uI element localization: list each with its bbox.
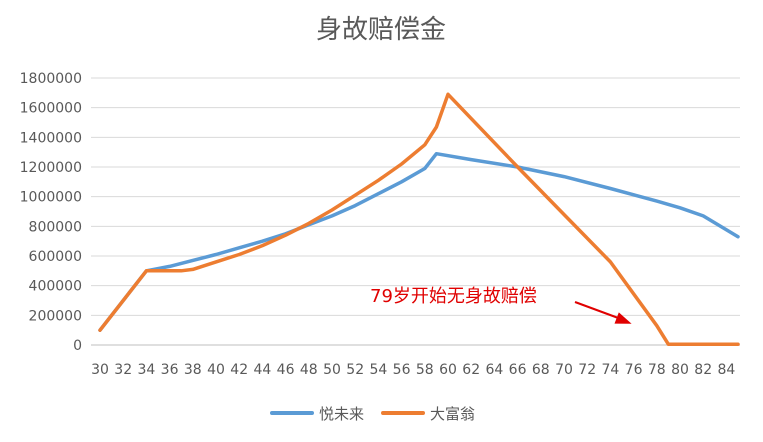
- series-lines: [98, 92, 740, 347]
- x-tick-label: 78: [648, 362, 666, 378]
- y-tick-label: 1600000: [20, 101, 82, 117]
- x-tick-label: 40: [207, 362, 225, 378]
- x-tick-label: 30: [91, 362, 109, 378]
- annotation-text: 79岁开始无身故赔偿: [370, 286, 537, 307]
- annotation: 79岁开始无身故赔偿: [370, 286, 632, 324]
- y-tick-label: 800000: [29, 219, 82, 235]
- x-tick-label: 64: [485, 362, 503, 378]
- x-tick-label: 66: [509, 362, 527, 378]
- y-tick-label: 1200000: [20, 160, 82, 176]
- y-tick-label: 0: [73, 338, 82, 354]
- x-axis-ticks: 30 32 34 36 38 40 42 44 46 48 50 52 54 56 58 60 62 64 66 68…: [91, 362, 735, 378]
- x-tick-label: 76: [625, 362, 643, 378]
- x-tick-label: 52: [346, 362, 364, 378]
- y-tick-label: 1800000: [20, 71, 82, 87]
- x-tick-label: 42: [230, 362, 248, 378]
- x-tick-label: 48: [300, 362, 318, 378]
- x-tick-label: 58: [416, 362, 434, 378]
- series-line-1: [98, 151, 740, 332]
- y-tick-label: 200000: [29, 308, 82, 324]
- x-tick-label: 44: [253, 362, 271, 378]
- x-tick-label: 68: [532, 362, 550, 378]
- gridlines: [91, 77, 740, 346]
- legend-label: 大富翁: [430, 405, 475, 423]
- x-tick-label: 38: [184, 362, 202, 378]
- x-tick-label: 70: [555, 362, 573, 378]
- x-tick-label: 82: [694, 362, 712, 378]
- legend: 悦未来 大富翁: [270, 405, 475, 423]
- x-tick-label: 36: [161, 362, 179, 378]
- chart-title: 身故赔偿金: [316, 15, 446, 45]
- x-tick-label: 32: [114, 362, 132, 378]
- y-tick-label: 400000: [29, 279, 82, 295]
- x-tick-label: 80: [671, 362, 689, 378]
- x-tick-label: 62: [462, 362, 480, 378]
- x-tick-label: 54: [369, 362, 387, 378]
- legend-label: 悦未来: [319, 405, 364, 423]
- x-tick-label: 72: [578, 362, 596, 378]
- annotation-arrow-line: [574, 301, 618, 319]
- x-tick-label: 34: [137, 362, 155, 378]
- x-tick-label: 60: [439, 362, 457, 378]
- x-tick-label: 50: [323, 362, 341, 378]
- series-line-2: [98, 92, 740, 347]
- y-tick-label: 600000: [29, 249, 82, 265]
- x-tick-label: 84: [717, 362, 735, 378]
- y-tick-label: 1000000: [20, 190, 82, 206]
- x-tick-label: 46: [277, 362, 295, 378]
- annotation-arrow-head: [614, 312, 632, 324]
- y-axis-ticks: 1800000 1600000 1400000 1200000 1000000 80000…: [20, 71, 82, 354]
- x-tick-label: 74: [601, 362, 619, 378]
- y-tick-label: 1400000: [20, 130, 82, 146]
- x-tick-label: 56: [393, 362, 411, 378]
